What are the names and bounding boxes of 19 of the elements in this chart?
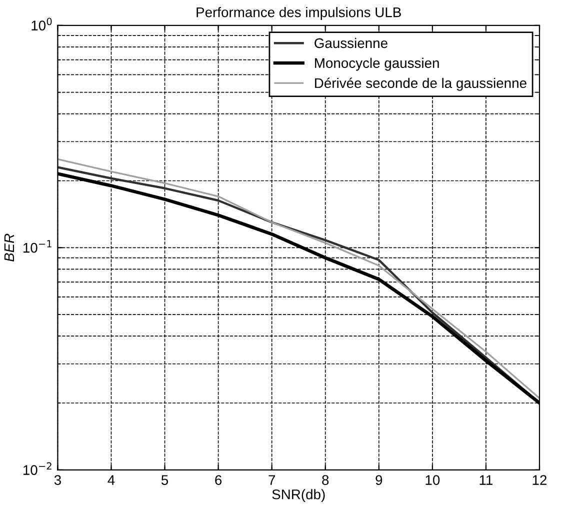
x-tick-label: 10 xyxy=(426,475,440,485)
x-tick-label: 3 xyxy=(54,475,61,485)
y-tick-label: 10$^{−1}$ xyxy=(23,240,52,253)
legend-label: Gaussienne xyxy=(314,38,388,48)
x-tick-label: 8 xyxy=(322,475,329,485)
y-tick-label: 10$^{−2}$ xyxy=(23,462,52,475)
y-axis-title: BER xyxy=(4,234,14,262)
x-axis-title: SNR(db) xyxy=(272,489,325,502)
x-tick-label: 7 xyxy=(268,475,275,485)
x-tick-label: 4 xyxy=(108,475,115,485)
legend-label: Dérivée seconde de la gaussienne xyxy=(315,78,526,91)
x-tick-label: 12 xyxy=(532,475,547,485)
y-tick-label: 10$^{0}$ xyxy=(32,18,52,30)
legend-label: Monocycle gaussien xyxy=(315,58,439,71)
x-tick-label: 6 xyxy=(215,475,222,485)
x-tick-label: 9 xyxy=(376,475,382,485)
x-tick-label: 11 xyxy=(480,475,492,485)
chart-title: Performance des impulsions ULB xyxy=(196,7,401,20)
x-tick-label: 5 xyxy=(161,475,168,485)
